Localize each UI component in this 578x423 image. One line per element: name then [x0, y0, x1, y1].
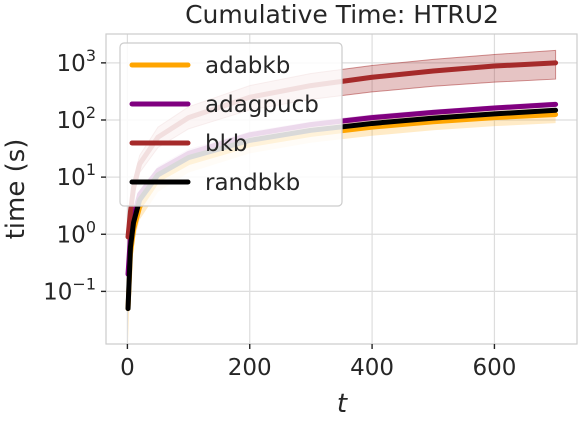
- chart-title: Cumulative Time: HTRU2: [185, 0, 499, 29]
- x-tick-label: 400: [350, 355, 394, 381]
- y-tick-label: 100: [57, 217, 96, 248]
- x-tick-label: 0: [120, 355, 135, 381]
- y-tick-label: 102: [57, 103, 96, 134]
- x-axis-label: t: [337, 389, 348, 418]
- y-tick-label: 10−1: [43, 274, 96, 305]
- legend-label: adagpucb: [205, 92, 319, 118]
- x-tick-label: 200: [228, 355, 272, 381]
- legend: adabkb adagpucb bkb randbkb: [120, 43, 342, 206]
- y-tick-label: 103: [57, 46, 96, 77]
- legend-label: bkb: [205, 131, 248, 157]
- legend-label: adabkb: [205, 53, 290, 79]
- y-axis-label: time (s): [1, 139, 31, 240]
- x-tick-label: 600: [472, 355, 516, 381]
- y-tick-label: 101: [57, 160, 96, 191]
- legend-label: randbkb: [205, 170, 300, 196]
